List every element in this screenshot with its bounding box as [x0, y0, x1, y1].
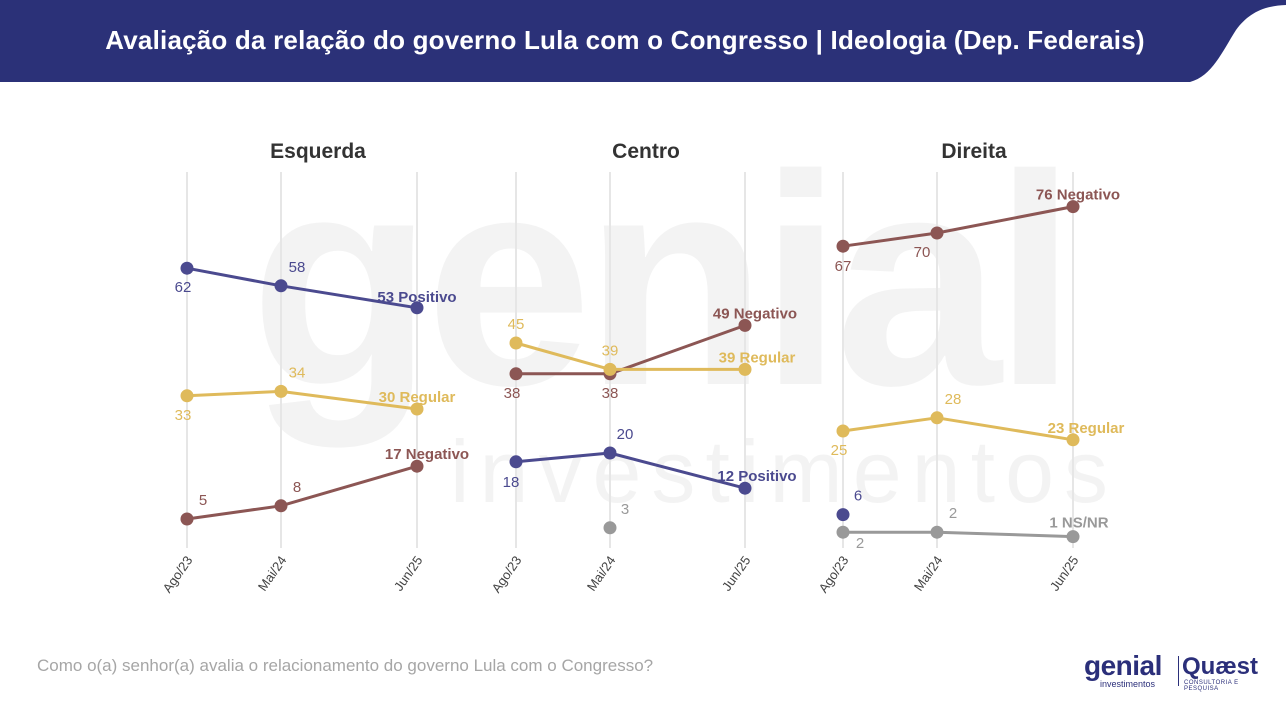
series-line [280, 284, 418, 310]
panel-title: Esquerda [270, 140, 366, 163]
data-point [410, 459, 424, 473]
data-point [930, 411, 944, 425]
header-banner-shape [0, 0, 1286, 82]
data-point [836, 525, 850, 539]
series-line [280, 464, 418, 508]
data-label: 38 [504, 385, 521, 402]
data-point [603, 362, 617, 376]
data-point [410, 301, 424, 315]
data-label: 2 [949, 505, 957, 522]
data-label: 76 Negativo [1036, 187, 1120, 204]
data-label: 70 [914, 244, 931, 261]
data-point [738, 481, 752, 495]
header-banner [0, 0, 1286, 82]
data-label: 3 [621, 501, 629, 518]
x-tick-label: Jun/25 [1047, 553, 1082, 594]
data-label: 23 Regular [1048, 420, 1125, 437]
data-point [180, 512, 194, 526]
data-label: 6 [854, 488, 862, 505]
data-label: 39 [602, 342, 619, 359]
series-line [280, 389, 418, 411]
data-point [509, 336, 523, 350]
footer-logos: genial investimentos Quæst CONSULTORIA E… [1084, 652, 1274, 698]
data-label: 20 [617, 426, 634, 443]
data-point [274, 384, 288, 398]
series-line [186, 504, 282, 521]
series-line [515, 341, 611, 371]
data-label: 34 [289, 364, 306, 381]
series-line [186, 266, 282, 288]
series-line [842, 416, 938, 433]
series-line [186, 389, 282, 398]
x-tick-label: Ago/23 [160, 553, 196, 595]
data-label: 62 [175, 279, 192, 296]
data-label: 53 Positivo [377, 289, 456, 306]
data-point [410, 402, 424, 416]
data-label: 1 NS/NR [1049, 515, 1108, 532]
data-label: 38 [602, 385, 619, 402]
survey-question: Como o(a) senhor(a) avalia o relacioname… [37, 656, 654, 675]
series-line [515, 451, 611, 464]
data-point [836, 424, 850, 438]
panel-title: Direita [941, 140, 1007, 163]
data-point [509, 455, 523, 469]
x-tick-label: Mai/24 [584, 553, 619, 594]
data-label: 17 Negativo [385, 446, 469, 463]
series-line [609, 451, 746, 490]
series-line [936, 530, 1074, 539]
data-point [274, 499, 288, 513]
data-label: 18 [503, 474, 520, 491]
data-point [180, 261, 194, 275]
x-tick-label: Ago/23 [816, 553, 852, 595]
data-point [1066, 530, 1080, 544]
logo-separator [1178, 656, 1179, 686]
data-label: 30 Regular [379, 389, 456, 406]
data-label: 12 Positivo [717, 468, 796, 485]
data-label: 5 [199, 492, 207, 509]
data-label: 2 [856, 535, 864, 552]
data-label: 67 [835, 258, 852, 275]
data-point [603, 446, 617, 460]
data-point [836, 508, 850, 522]
data-point [603, 521, 617, 535]
data-label: 39 Regular [719, 349, 796, 366]
data-point [274, 279, 288, 293]
data-label: 58 [289, 259, 306, 276]
data-point [1066, 200, 1080, 214]
x-tick-label: Jun/25 [391, 553, 426, 594]
x-tick-label: Mai/24 [911, 553, 946, 594]
genial-logo-sub: investimentos [1100, 679, 1156, 689]
series-line [936, 205, 1074, 235]
panel-title: Centro [612, 140, 680, 163]
genial-logo: genial [1084, 650, 1162, 681]
x-tick-label: Jun/25 [719, 553, 754, 594]
quaest-logo: Quæst [1182, 653, 1259, 680]
data-label: 33 [175, 407, 192, 424]
quaest-logo-sub: CONSULTORIA E PESQUISA [1184, 680, 1239, 692]
x-tick-label: Ago/23 [489, 553, 525, 595]
data-point [1066, 433, 1080, 447]
series-line [842, 231, 938, 248]
series-line [936, 416, 1074, 442]
data-point [738, 318, 752, 332]
data-label: 8 [293, 479, 301, 496]
series-line [609, 323, 746, 376]
data-label: 49 Negativo [713, 305, 797, 322]
data-label: 25 [831, 442, 848, 459]
x-tick-label: Mai/24 [255, 553, 290, 594]
data-label: 45 [508, 316, 525, 333]
data-point [930, 226, 944, 240]
page-title: Avaliação da relação do governo Lula com… [105, 24, 1145, 55]
data-point [509, 367, 523, 381]
data-point [738, 362, 752, 376]
data-label: 28 [945, 391, 962, 408]
data-point [930, 525, 944, 539]
data-point [836, 239, 850, 253]
data-point [180, 389, 194, 403]
